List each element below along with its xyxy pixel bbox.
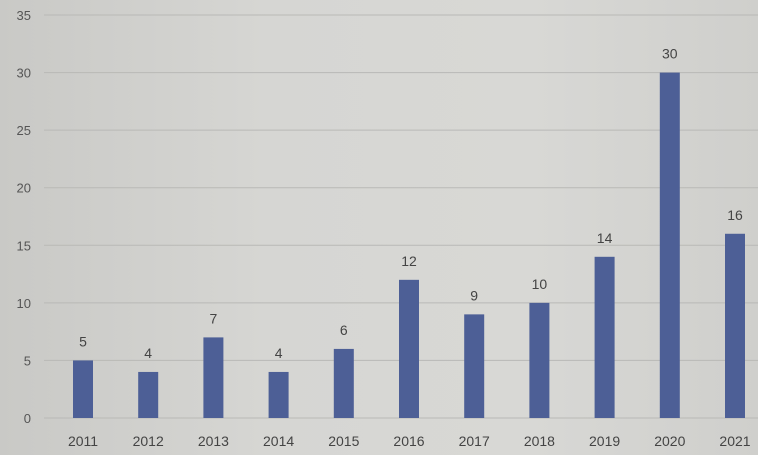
bar-2018 — [529, 302, 550, 418]
y-tick-label: 15 — [17, 238, 31, 253]
bar-2015 — [333, 348, 354, 418]
data-label: 30 — [662, 46, 678, 62]
x-tick-label: 2021 — [719, 433, 750, 449]
data-label: 14 — [597, 230, 613, 246]
bar-2013 — [203, 337, 224, 418]
data-label: 6 — [340, 322, 348, 338]
x-tick-label: 2019 — [589, 433, 620, 449]
data-label: 16 — [727, 207, 743, 223]
x-tick-label: 2017 — [459, 433, 490, 449]
x-tick-label: 2014 — [263, 433, 294, 449]
bar-2012 — [138, 371, 159, 418]
data-label: 9 — [470, 287, 478, 303]
data-label: 12 — [401, 253, 417, 269]
y-tick-label: 10 — [17, 296, 31, 311]
y-tick-label: 5 — [24, 353, 31, 368]
bar-2016 — [399, 279, 419, 418]
x-tick-label: 2015 — [328, 433, 359, 449]
bar-2017 — [464, 314, 485, 418]
data-label: 10 — [532, 276, 548, 292]
bar-2021 — [725, 233, 745, 418]
y-tick-label: 0 — [24, 411, 31, 426]
bar-2011 — [73, 360, 93, 418]
y-tick-label: 30 — [17, 66, 31, 81]
bar-2014 — [268, 371, 289, 418]
x-tick-label: 2012 — [133, 433, 164, 449]
x-tick-label: 2018 — [524, 433, 555, 449]
y-tick-label: 35 — [17, 8, 31, 23]
data-label: 5 — [79, 333, 87, 349]
x-tick-label: 2016 — [393, 433, 424, 449]
y-tick-label: 25 — [17, 123, 31, 138]
x-tick-label: 2013 — [198, 433, 229, 449]
data-label: 7 — [210, 310, 218, 326]
y-tick-label: 20 — [17, 181, 31, 196]
x-tick-label: 2020 — [654, 433, 685, 449]
data-label: 4 — [275, 345, 283, 361]
data-label: 4 — [144, 345, 152, 361]
bar-2020 — [659, 72, 680, 419]
x-tick-label: 2011 — [68, 433, 98, 449]
bar-2019 — [594, 256, 615, 418]
